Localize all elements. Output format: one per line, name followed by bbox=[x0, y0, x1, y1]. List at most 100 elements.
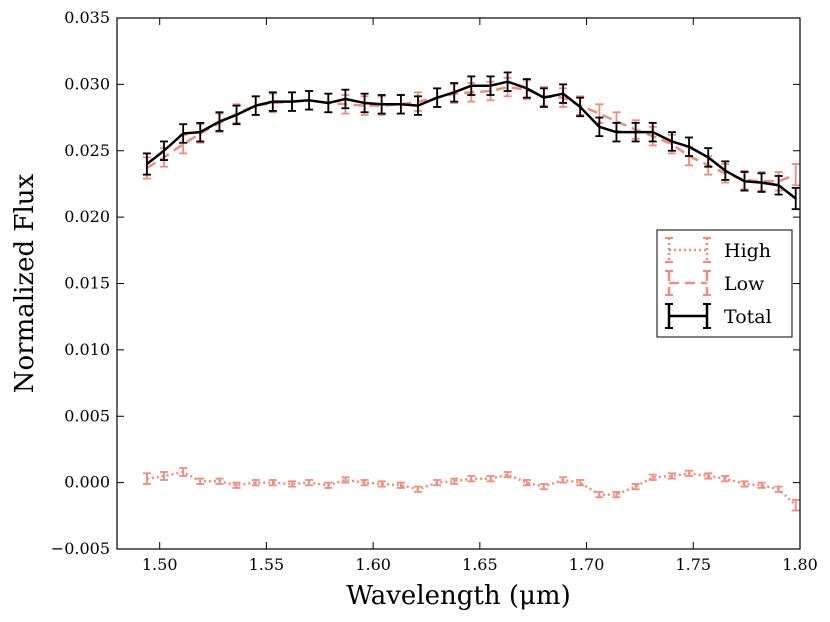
error-bar-total bbox=[539, 87, 548, 108]
error-bar-total bbox=[631, 121, 640, 143]
y-tick-label: 0.010 bbox=[64, 340, 110, 359]
error-bar-total bbox=[685, 136, 694, 157]
error-bar-high bbox=[450, 477, 459, 485]
error-bar-high bbox=[503, 471, 512, 479]
error-bar-total bbox=[486, 75, 495, 96]
error-bar-total bbox=[559, 83, 568, 104]
error-bar-high bbox=[667, 472, 676, 480]
error-bar-total bbox=[142, 152, 151, 176]
error-bar-total bbox=[791, 187, 800, 211]
legend-label: High bbox=[724, 240, 771, 262]
error-bar-high bbox=[268, 479, 277, 487]
error-bar-high bbox=[159, 471, 168, 481]
y-tick-label: 0.030 bbox=[64, 74, 110, 93]
error-bar-total bbox=[288, 91, 297, 112]
error-bar-high bbox=[704, 472, 713, 480]
series-total bbox=[142, 71, 800, 211]
error-bar-total bbox=[721, 160, 730, 181]
x-tick-label: 1.80 bbox=[782, 555, 818, 574]
error-bar-total bbox=[774, 175, 783, 196]
error-bar-high bbox=[486, 475, 495, 483]
error-bar-high bbox=[791, 498, 800, 512]
error-bar-high bbox=[396, 481, 405, 489]
legend-label: Low bbox=[724, 273, 765, 295]
error-bar-high bbox=[288, 480, 297, 488]
error-bar-total bbox=[576, 96, 585, 118]
x-tick-label: 1.50 bbox=[142, 555, 178, 574]
legend-item-total: Total bbox=[665, 303, 772, 329]
y-axis-title: Normalized Flux bbox=[10, 173, 40, 393]
error-bar-high bbox=[740, 480, 749, 488]
error-bar-total bbox=[667, 131, 676, 152]
error-bar-high bbox=[142, 472, 151, 485]
error-bar-high bbox=[251, 479, 260, 487]
y-tick-label: 0.005 bbox=[64, 406, 110, 425]
legend: High Low Total bbox=[656, 229, 793, 338]
x-tick-label: 1.60 bbox=[355, 555, 391, 574]
error-bar-high bbox=[631, 483, 640, 491]
x-axis-title: Wavelength (μm) bbox=[346, 581, 570, 611]
plot-area bbox=[142, 71, 800, 512]
error-bar-high bbox=[324, 481, 333, 489]
error-bar-total bbox=[757, 172, 766, 193]
error-bar-high bbox=[215, 477, 224, 485]
error-bar-total bbox=[704, 147, 713, 168]
legend-box bbox=[656, 229, 793, 338]
y-tick-label: −0.005 bbox=[51, 539, 110, 558]
legend-item-low: Low bbox=[665, 270, 765, 296]
error-bar-high bbox=[522, 479, 531, 487]
error-bar-high bbox=[179, 467, 188, 477]
error-bar-high bbox=[539, 483, 548, 491]
error-bar-total bbox=[232, 104, 241, 126]
error-bar-total bbox=[433, 87, 442, 108]
error-bar-high bbox=[196, 477, 205, 485]
error-bar-high bbox=[413, 485, 422, 493]
error-bar-total bbox=[305, 90, 314, 111]
error-bar-high bbox=[721, 475, 730, 483]
error-bar-high bbox=[341, 476, 350, 484]
legend-label: Total bbox=[724, 306, 772, 328]
x-axis: 1.50 1.55 1.60 1.65 1.70 1.75 1.80 bbox=[142, 18, 818, 574]
y-axis: −0.005 0.000 0.005 0.010 0.015 0.020 0.025 0.03… bbox=[51, 8, 800, 558]
error-bar-high bbox=[467, 475, 476, 483]
x-tick-label: 1.75 bbox=[675, 555, 711, 574]
y-tick-label: 0.025 bbox=[64, 141, 110, 160]
error-bar-high bbox=[774, 485, 783, 493]
error-bar-total bbox=[215, 111, 224, 132]
error-bar-high bbox=[433, 479, 442, 487]
error-bar-total bbox=[467, 75, 476, 96]
error-bar-total bbox=[522, 78, 531, 99]
error-bar-total bbox=[179, 123, 188, 144]
legend-item-high: High bbox=[665, 237, 771, 263]
error-bar-total bbox=[413, 95, 422, 116]
series-high bbox=[142, 467, 800, 512]
y-tick-label: 0.035 bbox=[64, 8, 110, 27]
error-bar-total bbox=[159, 140, 168, 161]
error-bar-total bbox=[612, 121, 621, 143]
x-tick-label: 1.65 bbox=[462, 555, 498, 574]
error-bar-total bbox=[196, 121, 205, 143]
error-bar-total bbox=[740, 171, 749, 192]
error-bar-total bbox=[503, 71, 512, 92]
error-bar-high bbox=[685, 469, 694, 477]
error-bar-total bbox=[251, 95, 260, 116]
error-bar-high bbox=[576, 479, 585, 487]
error-bar-total bbox=[268, 91, 277, 112]
error-bar-total bbox=[360, 92, 369, 114]
y-tick-label: 0.015 bbox=[64, 274, 110, 293]
error-bar-total bbox=[324, 92, 333, 114]
error-bar-high bbox=[757, 481, 766, 489]
error-bar-total bbox=[450, 82, 459, 103]
error-bar-high bbox=[360, 479, 369, 487]
error-bar-total bbox=[396, 94, 405, 115]
error-bar-high bbox=[595, 491, 604, 499]
y-tick-label: 0.020 bbox=[64, 207, 110, 226]
error-bar-total bbox=[648, 121, 657, 143]
x-tick-label: 1.55 bbox=[249, 555, 285, 574]
error-bar-high bbox=[232, 481, 241, 489]
error-bar-total bbox=[595, 116, 604, 138]
error-bar-high bbox=[305, 479, 314, 487]
error-bar-total bbox=[377, 94, 386, 115]
y-tick-label: 0.000 bbox=[64, 473, 110, 492]
